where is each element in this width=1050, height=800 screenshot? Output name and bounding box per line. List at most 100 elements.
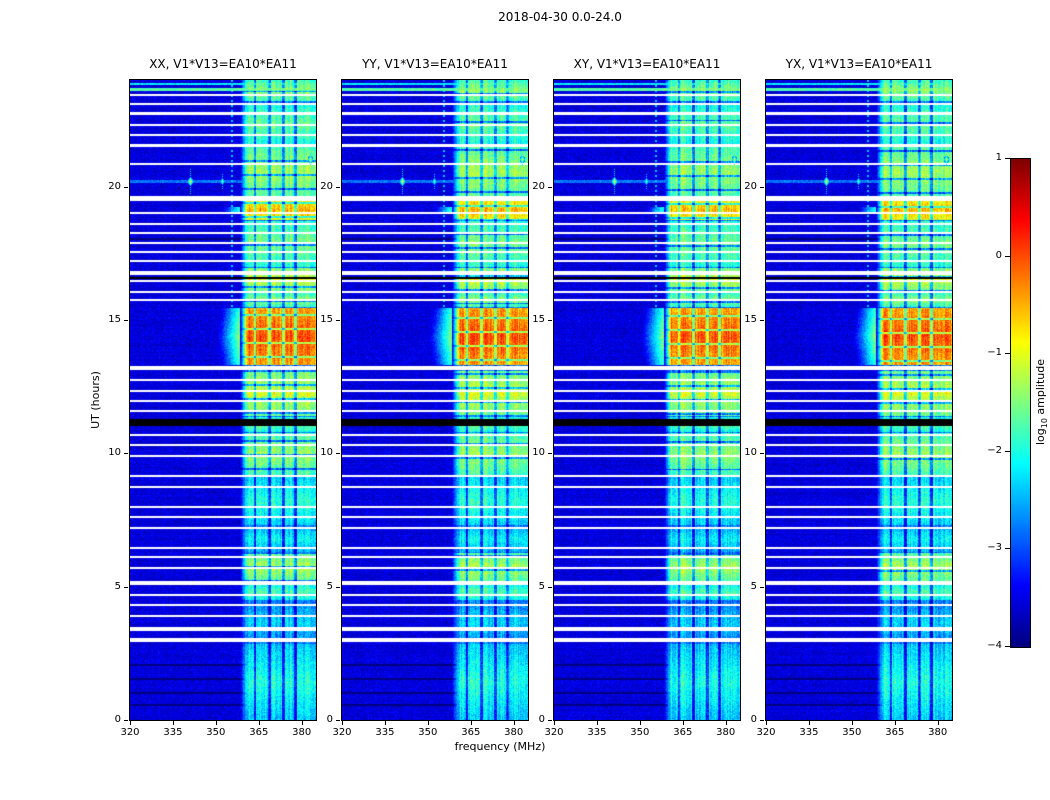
colorbar-tick-label: −3 <box>987 542 1002 554</box>
colorbar-tick-mark <box>1005 255 1010 257</box>
x-tick-label: 380 <box>504 727 524 738</box>
y-tick-mark <box>760 586 764 588</box>
colorbar-tick-label: −4 <box>987 640 1002 651</box>
x-tick-label: 380 <box>292 727 312 738</box>
y-tick-label: 5 <box>326 580 333 592</box>
y-tick-mark <box>336 586 340 588</box>
panel-title: YX, V1*V13=EA10*EA11 <box>785 57 933 71</box>
colorbar-label-sub: 10 <box>1040 418 1050 429</box>
figure-title: 2018-04-30 0.0-24.0 <box>498 10 622 24</box>
y-tick-mark <box>548 720 552 721</box>
y-tick-label: 20 <box>744 180 757 192</box>
y-tick-mark <box>548 320 552 321</box>
spectrogram-XX <box>130 80 316 720</box>
y-tick-label: 15 <box>532 314 545 325</box>
x-tick-label: 320 <box>332 727 352 738</box>
x-tick-mark <box>894 721 896 725</box>
y-tick-mark <box>124 586 128 588</box>
y-tick-label: 20 <box>532 180 545 192</box>
colorbar-tick-label: 1 <box>995 152 1002 163</box>
spectrogram-frame <box>553 79 741 721</box>
y-tick-label: 0 <box>538 714 545 725</box>
x-tick-mark <box>851 721 853 725</box>
y-tick-label: 10 <box>320 447 333 459</box>
spectrogram-frame <box>341 79 529 721</box>
colorbar-tick-mark <box>1005 158 1010 159</box>
y-tick-mark <box>760 720 764 721</box>
x-tick-mark <box>470 721 472 725</box>
y-tick-label: 5 <box>538 580 545 592</box>
y-tick-mark <box>124 720 128 721</box>
colorbar-tick-mark <box>1005 450 1010 452</box>
x-tick-label: 320 <box>120 727 140 738</box>
x-tick-label: 380 <box>928 727 948 738</box>
x-tick-mark <box>766 721 767 725</box>
y-tick-label: 10 <box>532 447 545 459</box>
x-tick-mark <box>639 721 641 725</box>
y-tick-mark <box>124 186 128 188</box>
x-tick-mark <box>301 721 303 725</box>
colorbar-label-post: amplitude <box>1034 358 1047 419</box>
y-tick-mark <box>336 320 340 321</box>
x-tick-label: 335 <box>163 727 183 738</box>
colorbar-tick-label: 0 <box>995 249 1002 261</box>
x-tick-mark <box>596 721 598 725</box>
x-tick-label: 350 <box>630 727 650 738</box>
x-tick-label: 365 <box>249 727 269 738</box>
y-tick-label: 10 <box>108 447 121 459</box>
y-tick-label: 15 <box>744 314 757 325</box>
y-tick-label: 0 <box>750 714 757 725</box>
y-tick-mark <box>124 320 128 321</box>
x-tick-mark <box>554 721 555 725</box>
colorbar-tick-mark <box>1005 548 1010 550</box>
x-tick-label: 335 <box>375 727 395 738</box>
spectrogram-frame <box>129 79 317 721</box>
y-tick-mark <box>124 453 128 455</box>
x-axis-label: frequency (MHz) <box>454 740 546 753</box>
x-tick-mark <box>808 721 810 725</box>
colorbar-tick-label: −2 <box>987 444 1002 456</box>
x-tick-label: 350 <box>206 727 226 738</box>
spectrogram-YY <box>342 80 528 720</box>
y-tick-mark <box>548 453 552 455</box>
colorbar <box>1010 158 1031 648</box>
y-tick-label: 0 <box>326 714 333 725</box>
x-tick-mark <box>130 721 131 725</box>
x-tick-mark <box>513 721 515 725</box>
colorbar-tick-mark <box>1005 353 1010 355</box>
x-tick-mark <box>937 721 939 725</box>
x-tick-mark <box>384 721 386 725</box>
y-tick-label: 15 <box>320 314 333 325</box>
colorbar-tick-label: −1 <box>987 347 1002 359</box>
y-tick-mark <box>760 186 764 188</box>
x-tick-label: 365 <box>673 727 693 738</box>
x-tick-mark <box>258 721 260 725</box>
x-tick-mark <box>172 721 174 725</box>
spectrogram-frame <box>765 79 953 721</box>
colorbar-label-pre: log <box>1034 428 1047 446</box>
y-tick-mark <box>336 453 340 455</box>
y-tick-mark <box>760 320 764 321</box>
x-tick-mark <box>427 721 429 725</box>
panel-title: XY, V1*V13=EA10*EA11 <box>573 57 721 71</box>
y-tick-mark <box>336 186 340 188</box>
x-tick-mark <box>682 721 684 725</box>
x-tick-mark <box>725 721 727 725</box>
x-tick-mark <box>342 721 343 725</box>
x-tick-label: 320 <box>756 727 776 738</box>
panel-title: YY, V1*V13=EA10*EA11 <box>362 57 508 71</box>
y-tick-label: 10 <box>744 447 757 459</box>
x-tick-label: 335 <box>587 727 607 738</box>
y-tick-mark <box>336 720 340 721</box>
y-tick-mark <box>760 453 764 455</box>
y-tick-label: 5 <box>750 580 757 592</box>
x-tick-label: 365 <box>885 727 905 738</box>
y-tick-label: 20 <box>108 180 121 192</box>
y-tick-label: 20 <box>320 180 333 192</box>
x-tick-mark <box>215 721 217 725</box>
y-tick-mark <box>548 186 552 188</box>
x-tick-label: 350 <box>842 727 862 738</box>
x-tick-label: 380 <box>716 727 736 738</box>
